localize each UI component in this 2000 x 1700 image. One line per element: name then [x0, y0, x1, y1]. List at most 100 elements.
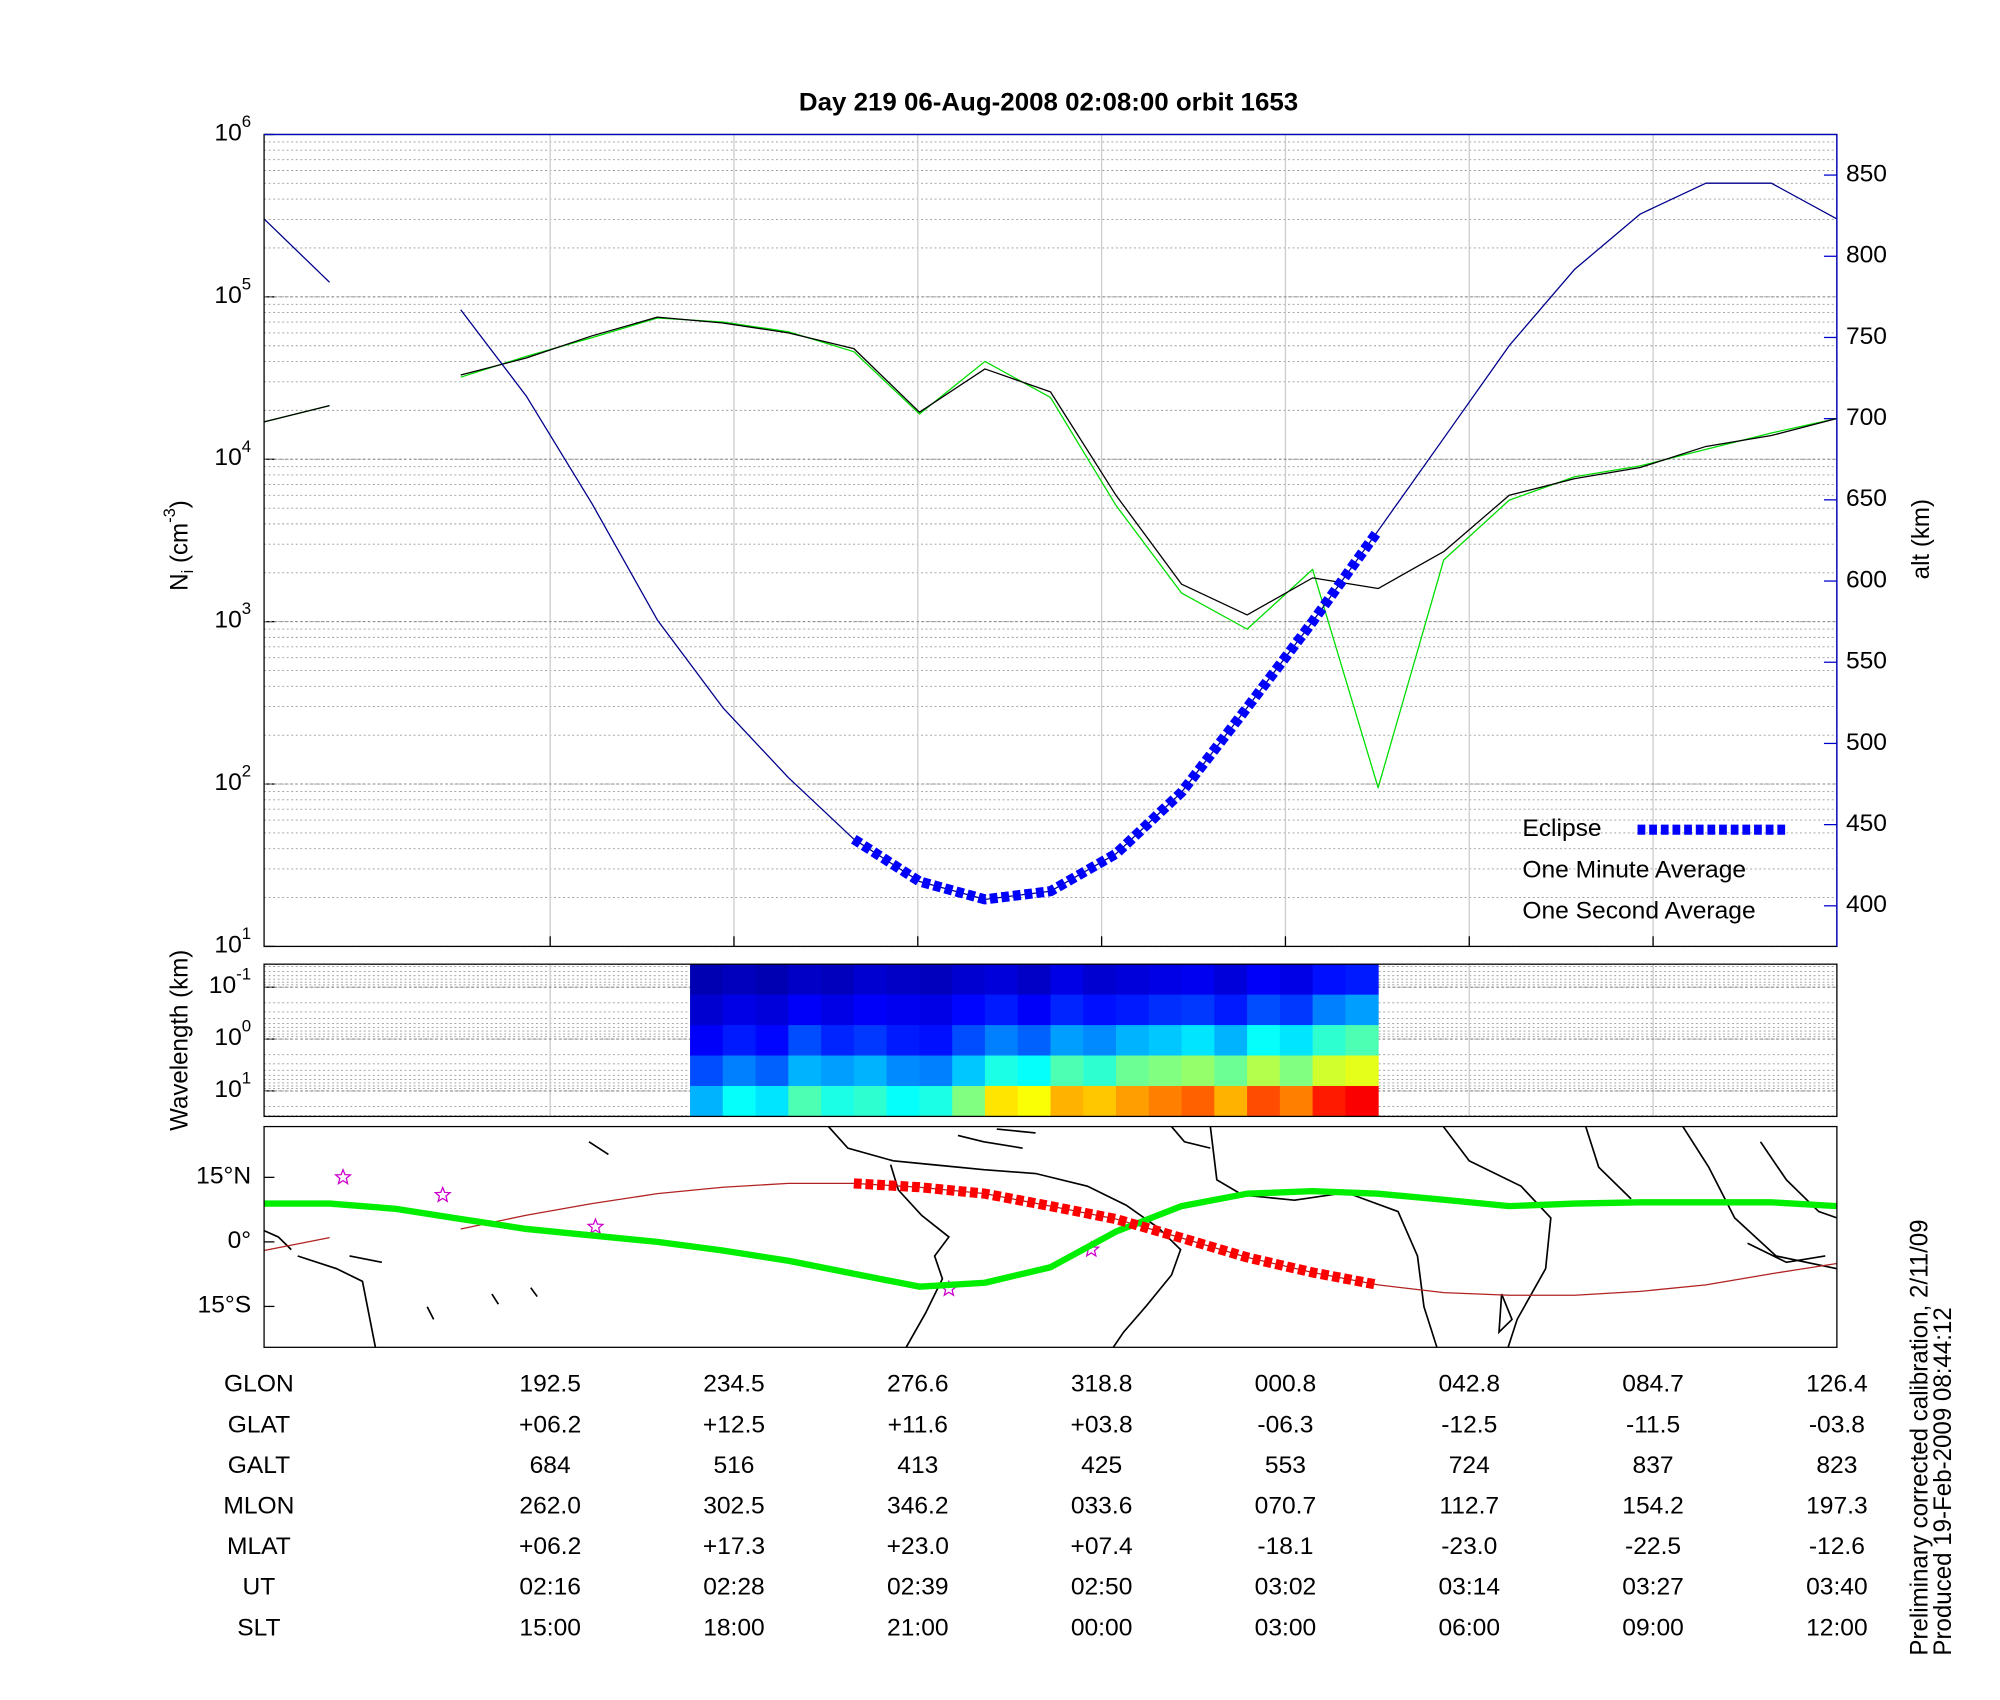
heatmap-cell: [1181, 1085, 1215, 1117]
table-cell: 15:00: [519, 1615, 581, 1642]
table-cell: +03.8: [1071, 1412, 1133, 1439]
table-cell: 302.5: [703, 1493, 765, 1520]
station-marker: [333, 1167, 353, 1185]
heatmap-cell: [1017, 964, 1052, 996]
table-cell: 234.5: [703, 1371, 765, 1398]
tick-label-exponent: -1: [236, 965, 251, 984]
table-cell: 03:27: [1622, 1574, 1684, 1601]
table-cell: +11.6: [888, 1412, 948, 1439]
heatmap-cell: [755, 1055, 789, 1087]
heatmap-cell: [1050, 1085, 1084, 1117]
table-cell: 516: [713, 1452, 754, 1479]
table-row-label: UT: [243, 1574, 276, 1601]
table-cell: 197.3: [1806, 1493, 1868, 1520]
table-cell: 06:00: [1438, 1615, 1500, 1642]
coastline: [263, 1141, 609, 1348]
heatmap-cell: [788, 1025, 822, 1057]
heatmap-cell: [755, 1085, 789, 1117]
table-cell: 318.8: [1071, 1371, 1133, 1398]
tick-label-base: 10: [209, 973, 236, 1000]
table-row-label: GALT: [228, 1452, 291, 1479]
tick-label: 105: [214, 275, 251, 309]
heatmap-cell: [690, 964, 724, 996]
tick-label: 101: [214, 1069, 251, 1103]
table-cell: 033.6: [1071, 1493, 1133, 1520]
y-axis-label-part: -3: [160, 508, 179, 523]
heatmap-cell: [722, 1055, 757, 1087]
heatmap-cell: [1083, 1085, 1117, 1117]
heatmap-cell: [1214, 994, 1248, 1026]
plot-frame: [263, 1125, 1838, 1348]
table-cell: -22.5: [1625, 1533, 1681, 1560]
tick-label-base: 10: [214, 1025, 241, 1052]
table-cell: 02:28: [703, 1574, 765, 1601]
title: Day 219 06-Aug-2008 02:08:00 orbit 1653: [799, 89, 1298, 117]
heatmap-cell: [853, 964, 888, 996]
heatmap-cell: [1116, 964, 1150, 996]
y-axis-label-part: (cm: [167, 523, 194, 570]
table-cell: -12.6: [1809, 1533, 1865, 1560]
table-cell: 03:14: [1438, 1574, 1500, 1601]
tick-label-exponent: 6: [242, 113, 251, 132]
table-cell: -06.3: [1257, 1412, 1313, 1439]
heatmap-cell: [1345, 1055, 1379, 1087]
footnote: Preliminary corrected calibration, 2/11/…: [1906, 1219, 1933, 1655]
heatmap-cell: [1116, 1085, 1150, 1117]
heatmap-cell: [788, 964, 822, 996]
tick-label-base: 10: [214, 120, 241, 147]
table-cell: 18:00: [703, 1615, 765, 1642]
heatmap-cell: [853, 1085, 888, 1117]
tick-label: 650: [1846, 485, 1887, 512]
line: [851, 527, 1383, 905]
table-cell: 02:39: [887, 1574, 949, 1601]
heatmap-cell: [1312, 1025, 1346, 1057]
tick-label: 10-1: [209, 965, 251, 999]
heatmap-cell: [1148, 1085, 1183, 1117]
heatmap-cell: [919, 1025, 953, 1057]
tick-label: 550: [1846, 648, 1887, 675]
line: [263, 1182, 1837, 1296]
heatmap-cell: [821, 964, 855, 996]
tick-label-base: 10: [214, 770, 241, 797]
tick-label-base: 15°N: [196, 1163, 251, 1190]
table-cell: 03:00: [1255, 1615, 1317, 1642]
tick-label-base: 0°: [228, 1227, 252, 1254]
heatmap-cell: [690, 994, 724, 1026]
tick-label: 103: [214, 600, 251, 634]
table-cell: 12:00: [1806, 1615, 1868, 1642]
heatmap-cell: [853, 1055, 888, 1087]
tick-label-base: 10: [214, 1077, 241, 1104]
table-cell: -23.0: [1441, 1533, 1497, 1560]
heatmap-cell: [919, 994, 953, 1026]
coastline: [957, 1126, 1211, 1149]
coastline: [1442, 1126, 1552, 1348]
y-axis-label: Ni (cm-3): [160, 500, 197, 591]
table-cell: 084.7: [1622, 1371, 1684, 1398]
table-row-label: SLT: [237, 1615, 280, 1642]
table-row-label: GLON: [224, 1371, 294, 1398]
heatmap-cell: [984, 1055, 1019, 1087]
tick-label-base: 10: [214, 445, 241, 472]
heatmap-cell: [1181, 964, 1215, 996]
tick-label: 600: [1846, 567, 1887, 594]
tick-label: 850: [1846, 161, 1887, 188]
heatmap-cell: [755, 964, 789, 996]
heatmap-cell: [1050, 964, 1084, 996]
heatmap-cell: [690, 1025, 724, 1057]
table-cell: -18.1: [1257, 1533, 1313, 1560]
heatmap-cell: [722, 1025, 757, 1057]
heatmap-cell: [1345, 964, 1379, 996]
tick-label: 100: [214, 1017, 251, 1051]
table-cell: 03:40: [1806, 1574, 1868, 1601]
table-cell: +06.2: [519, 1412, 581, 1439]
heatmap-cell: [1214, 1025, 1248, 1057]
tick-label-base: 10: [214, 607, 241, 634]
heatmap-cell: [984, 1025, 1019, 1057]
table-cell: 09:00: [1622, 1615, 1684, 1642]
heatmap-cell: [1312, 1055, 1346, 1087]
heatmap-cell: [1345, 994, 1379, 1026]
y-axis-label-part: i: [178, 570, 197, 574]
legend-label: One Second Average: [1522, 898, 1755, 925]
legend-label: Eclipse: [1522, 815, 1601, 842]
